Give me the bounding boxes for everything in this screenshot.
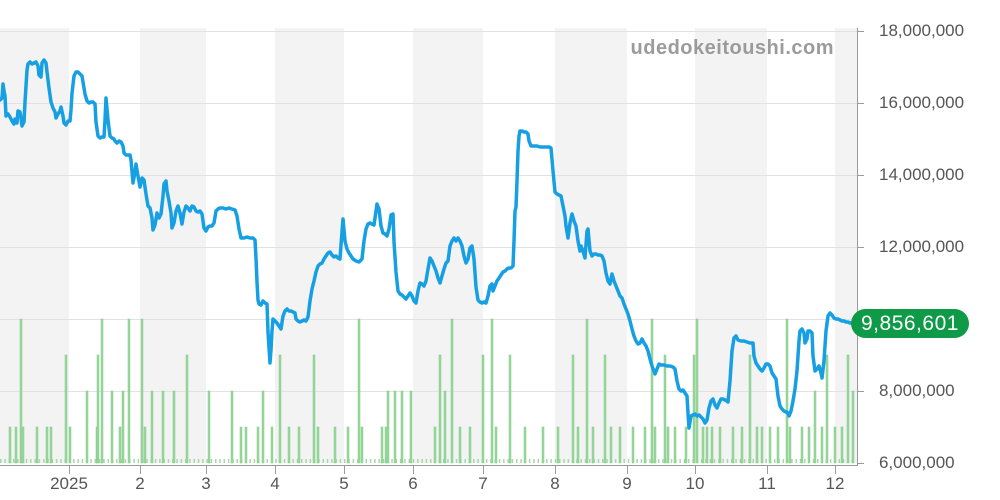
current-price-badge: 9,856,601 [851, 309, 969, 338]
y-axis-tick-label: 12,000,000 [879, 237, 965, 256]
x-axis-tick-label: 9 [622, 474, 632, 493]
x-axis-tick-label: 2 [135, 474, 145, 493]
x-axis-tick-label: 12 [825, 474, 845, 493]
x-axis-tick-label: 10 [685, 474, 705, 493]
y-axis-tick-label: 6,000,000 [879, 453, 955, 472]
y-axis-tick-label: 16,000,000 [879, 93, 965, 112]
x-axis-tick-label: 6 [408, 474, 418, 493]
watermark: udedokeitoushi.com [630, 37, 834, 59]
x-axis-tick-label: 11 [758, 474, 776, 493]
y-axis-tick-label: 8,000,000 [879, 381, 955, 400]
y-axis-tick-label: 18,000,000 [879, 21, 965, 40]
x-axis-tick-label: 2025 [50, 474, 88, 493]
x-axis-tick-label: 7 [478, 474, 488, 493]
x-axis-tick-label: 3 [201, 474, 211, 493]
x-axis-tick-label: 5 [339, 474, 349, 493]
x-axis-tick-label: 4 [270, 474, 280, 493]
y-axis-tick-label: 14,000,000 [879, 165, 965, 184]
x-axis-tick-label: 8 [550, 474, 560, 493]
